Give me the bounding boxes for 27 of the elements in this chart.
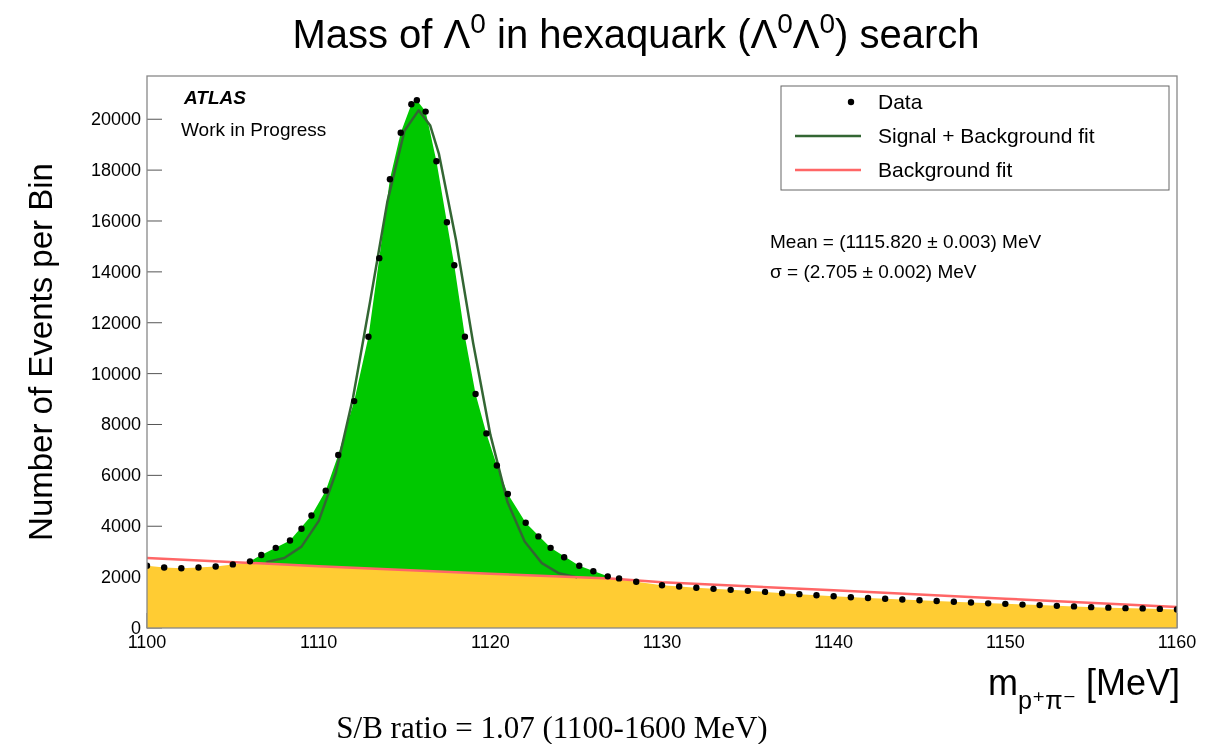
legend-label: Background fit	[878, 158, 1013, 181]
y-tick-label: 20000	[90, 109, 141, 130]
y-tick-label: 16000	[90, 211, 141, 231]
y-tick-label: 18000	[90, 160, 141, 181]
y-tick-label: 4000	[100, 516, 141, 537]
annotation: ATLAS	[183, 87, 247, 108]
x-tick-label: 1130	[642, 632, 682, 652]
text: S/B ratio = 1.07 (1100-1600 MeV)	[336, 710, 768, 744]
x-tick-label: 1140	[814, 632, 854, 652]
y-tick-label: 14000	[90, 261, 141, 282]
legend-label: Signal + Background fit	[878, 124, 1095, 147]
x-tick-label: 1160	[1157, 632, 1197, 652]
annotation: Mean = (1115.820 ± 0.003) MeV	[770, 231, 1042, 252]
y-tick-label: 10000	[90, 363, 141, 384]
annotation: σ = (2.705 ± 0.002) MeV	[770, 261, 977, 282]
x-tick-label: 1150	[985, 632, 1025, 652]
legend-label: Data	[878, 90, 923, 113]
y-axis-title: Number of Events per Bin	[22, 163, 59, 541]
y-tick-label: 8000	[100, 414, 141, 435]
x-axis-title: m$_{p⁺π⁻}$ [MeV]	[987, 662, 1180, 714]
y-tick-label: 6000	[100, 465, 141, 486]
annotation: Work in Progress	[181, 119, 327, 140]
y-tick-label: 12000	[90, 312, 141, 333]
chart-title: Mass of Λ$^{0}$ in hexaquark (Λ$^{0}$Λ$^{0}$) search	[292, 7, 980, 56]
x-tick-label: 1120	[470, 632, 510, 652]
x-tick-label: 1110	[299, 632, 338, 652]
y-tick-label: 2000	[100, 567, 141, 588]
